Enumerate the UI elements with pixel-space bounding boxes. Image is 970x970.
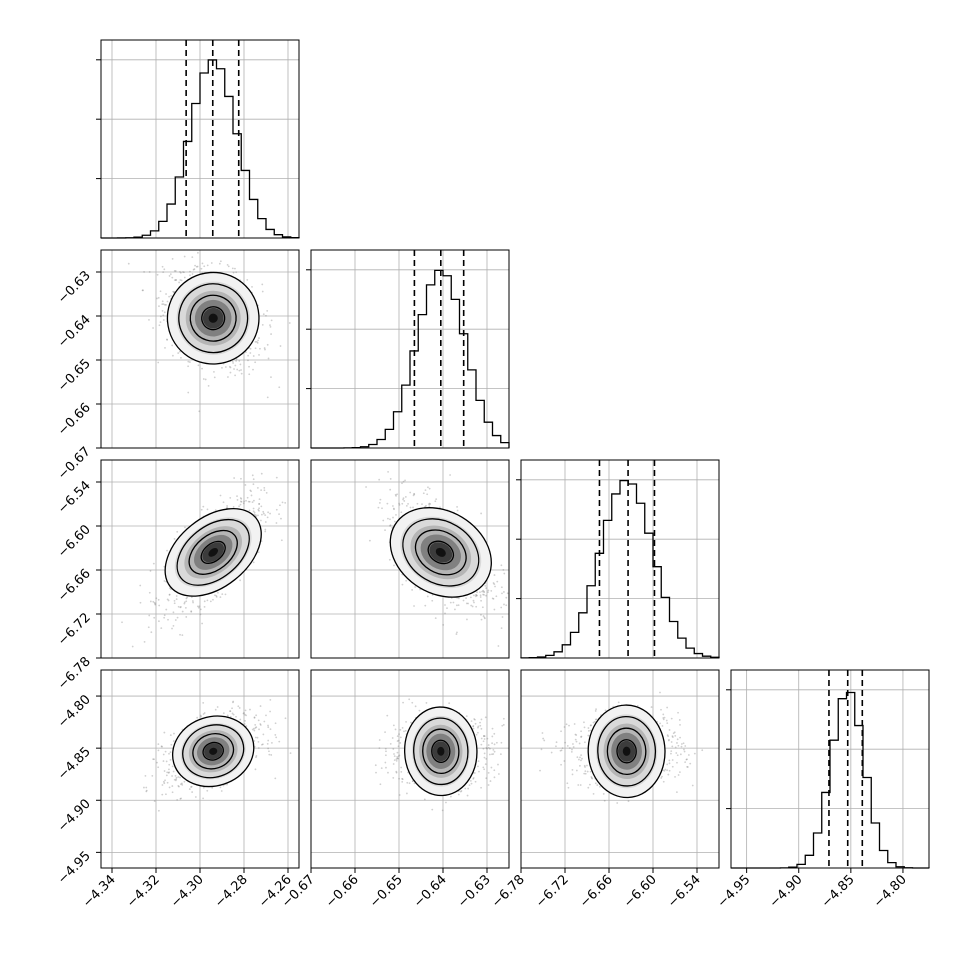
histogram-panel-0 [96, 39, 300, 239]
density-panel-2-0 [100, 459, 300, 659]
panel-2-0-contour-1 [176, 518, 250, 586]
hist-1-frame [310, 249, 510, 449]
density-panel-2-1 [310, 459, 510, 659]
panel-3-1-contour-1 [413, 717, 469, 786]
panel-1-0-contour-3 [201, 306, 226, 331]
ytick-label-1-3: −0.64 [55, 312, 94, 351]
ytick-label-3-2: −4.85 [55, 744, 94, 783]
xtick-label-0-0: −4.34 [80, 872, 119, 911]
xtick-label-1-3: −0.64 [411, 872, 450, 911]
histogram-panel-1 [306, 249, 510, 449]
panel-2-1-contour-1 [402, 518, 480, 587]
ytick-label-2-4: −6.54 [55, 478, 94, 517]
panel-1-0-density-5 [208, 313, 218, 323]
hist-0-frame [100, 39, 300, 239]
xtick-label-0-1: −4.32 [124, 872, 163, 911]
hist-1-steps [311, 269, 510, 449]
panel-3-2-frame [520, 669, 720, 869]
panel-3-1-density-5 [437, 746, 445, 756]
xtick-label-0-3: −4.28 [212, 872, 251, 911]
histogram-panel-2 [516, 459, 720, 659]
ytick-label-1-2: −0.65 [55, 356, 94, 395]
panel-2-1-frame [310, 459, 510, 659]
density-panel-3-2 [520, 669, 720, 869]
hist-2-steps [520, 479, 720, 659]
xtick-label-1-4: −0.63 [455, 872, 494, 911]
panel-2-0-contour-3 [200, 540, 226, 564]
panel-3-1-frame [310, 669, 510, 869]
panel-3-0-contour-1 [182, 724, 245, 779]
panel-2-0-frame [100, 459, 300, 659]
panel-3-2-density-5 [622, 746, 631, 756]
xtick-label-2-1: −6.72 [533, 872, 572, 911]
panel-2-1-contour-0 [389, 507, 492, 598]
panel-3-1-contour-2 [422, 728, 460, 775]
panel-1-0-contour-1 [178, 283, 249, 354]
ytick-label-2-3: −6.60 [55, 522, 94, 561]
panel-2-0-contour-0 [164, 508, 262, 597]
density-panel-1-0 [100, 249, 300, 449]
xtick-label-3-2: −4.85 [819, 872, 858, 911]
ytick-label-1-0: −0.67 [55, 444, 94, 483]
density-panel-3-1 [310, 669, 510, 869]
hist-3-steps [731, 691, 930, 869]
panel-3-0-contour-3 [202, 741, 224, 761]
ytick-label-3-1: −4.90 [55, 796, 94, 835]
xtick-label-3-3: −4.80 [871, 872, 910, 911]
panel-2-0-density-5 [208, 548, 219, 557]
panel-2-1-contour-2 [414, 529, 467, 576]
histogram-panel-3 [726, 669, 930, 869]
panel-3-2-contour-3 [616, 739, 637, 764]
panel-1-0-contour-2 [189, 294, 237, 342]
xtick-label-2-2: −6.66 [577, 872, 616, 911]
xtick-label-3-0: −4.95 [715, 872, 754, 911]
panel-1-0-frame [100, 249, 300, 449]
ytick-label-1-4: −0.63 [55, 268, 94, 307]
ytick-label-1-1: −0.66 [55, 400, 94, 439]
hist-2-frame [520, 459, 720, 659]
ytick-label-2-0: −6.78 [55, 654, 94, 693]
panel-2-1-density-5 [435, 547, 446, 557]
xtick-label-2-3: −6.60 [621, 872, 660, 911]
ytick-label-3-3: −4.80 [55, 692, 94, 731]
panel-3-0-density-5 [209, 747, 218, 755]
hist-3-frame [730, 669, 930, 869]
panel-3-2-contour-2 [606, 727, 647, 776]
xtick-label-0-2: −4.30 [168, 872, 207, 911]
ytick-label-2-1: −6.72 [55, 610, 94, 649]
panel-3-1-contour-3 [431, 739, 451, 763]
xtick-label-2-0: −6.78 [489, 872, 528, 911]
panel-3-0-contour-2 [192, 733, 235, 770]
panel-3-0-contour-0 [171, 715, 255, 788]
xtick-label-1-1: −0.66 [323, 872, 362, 911]
panel-2-1-contour-3 [427, 540, 455, 565]
panel-3-2-contour-1 [597, 715, 657, 787]
xtick-label-3-1: −4.90 [767, 872, 806, 911]
density-panel-3-0 [100, 669, 300, 869]
ytick-label-2-2: −6.66 [55, 566, 94, 605]
xtick-label-2-4: −6.54 [665, 872, 704, 911]
panel-3-1-contour-0 [404, 706, 478, 797]
xtick-label-1-2: −0.65 [367, 872, 406, 911]
ytick-label-3-0: −4.95 [55, 849, 94, 888]
panel-1-0-contour-0 [166, 271, 260, 365]
panel-3-2-contour-0 [587, 704, 666, 799]
panel-2-0-contour-2 [188, 529, 238, 575]
